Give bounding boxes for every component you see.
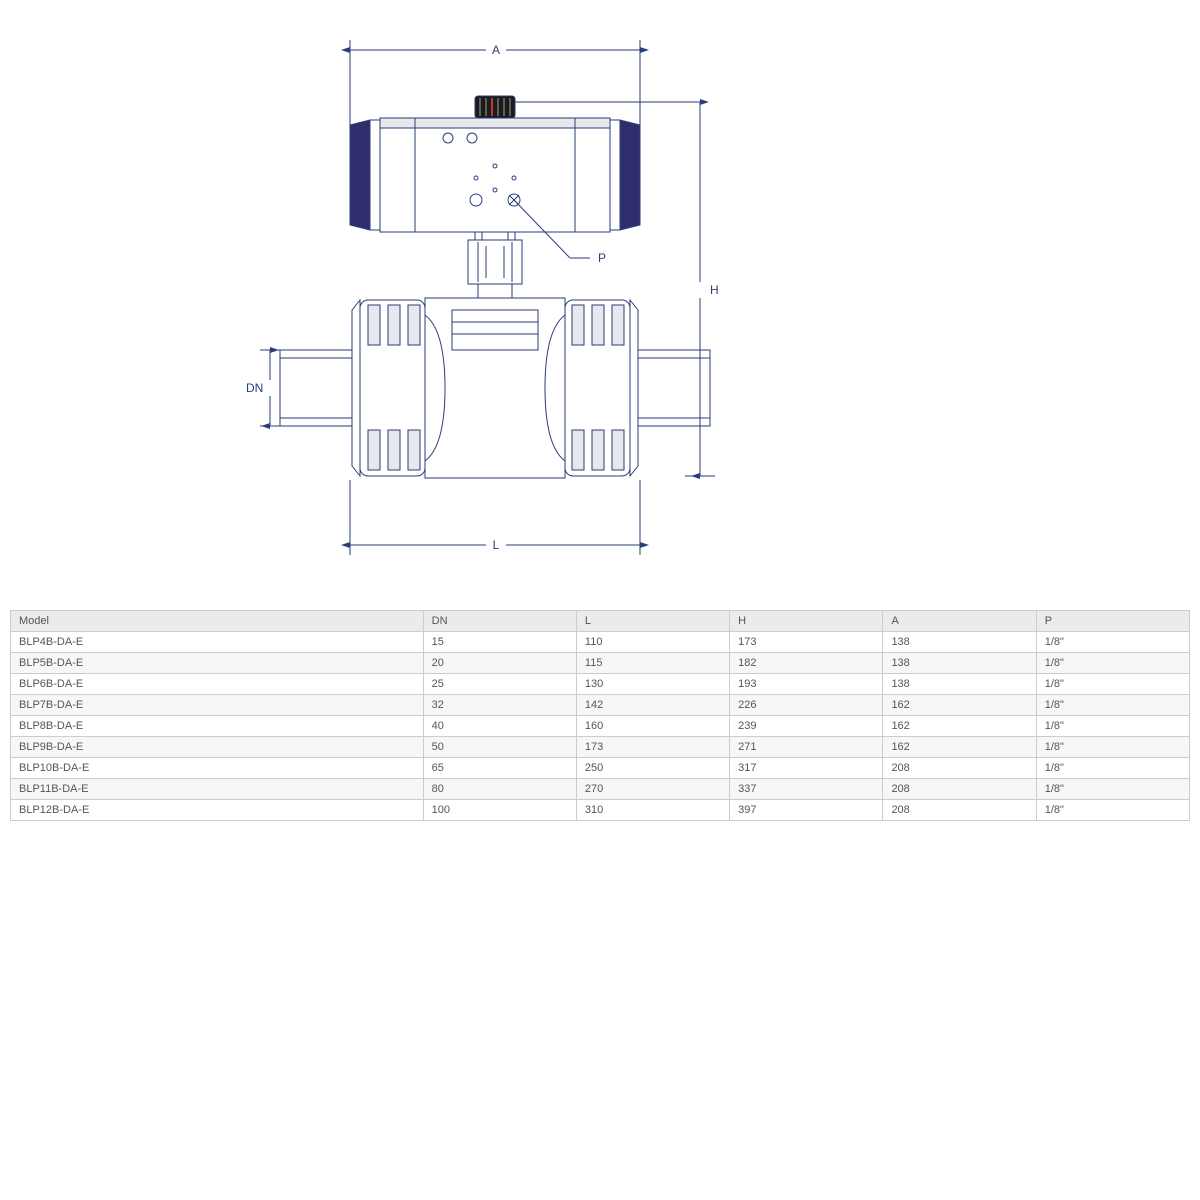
table-cell: 1/8" — [1036, 758, 1189, 779]
technical-diagram: A — [10, 10, 1190, 590]
table-cell: BLP11B-DA-E — [11, 779, 424, 800]
table-cell: 20 — [423, 653, 576, 674]
table-cell: 173 — [730, 632, 883, 653]
table-cell: 250 — [576, 758, 729, 779]
table-cell: 208 — [883, 779, 1036, 800]
col-dn: DN — [423, 611, 576, 632]
table-cell: BLP5B-DA-E — [11, 653, 424, 674]
table-cell: 138 — [883, 653, 1036, 674]
table-cell: 162 — [883, 737, 1036, 758]
table-cell: 32 — [423, 695, 576, 716]
label-A: A — [492, 43, 500, 57]
label-P: P — [598, 251, 606, 265]
table-cell: 80 — [423, 779, 576, 800]
table-cell: 173 — [576, 737, 729, 758]
table-cell: BLP4B-DA-E — [11, 632, 424, 653]
table-cell: 317 — [730, 758, 883, 779]
table-row: BLP4B-DA-E151101731381/8" — [11, 632, 1190, 653]
table-cell: 1/8" — [1036, 632, 1189, 653]
table-cell: 162 — [883, 695, 1036, 716]
table-header-row: Model DN L H A P — [11, 611, 1190, 632]
table-cell: 160 — [576, 716, 729, 737]
table-cell: 1/8" — [1036, 674, 1189, 695]
table-row: BLP6B-DA-E251301931381/8" — [11, 674, 1190, 695]
table-cell: 193 — [730, 674, 883, 695]
table-cell: 1/8" — [1036, 737, 1189, 758]
table-cell: 100 — [423, 800, 576, 821]
table-cell: 25 — [423, 674, 576, 695]
label-H: H — [710, 283, 719, 297]
dimension-L: L — [350, 480, 640, 555]
stem — [468, 232, 522, 298]
table-cell: 138 — [883, 632, 1036, 653]
col-h: H — [730, 611, 883, 632]
table-cell: 110 — [576, 632, 729, 653]
table-cell: 138 — [883, 674, 1036, 695]
table-cell: 130 — [576, 674, 729, 695]
table-cell: 208 — [883, 758, 1036, 779]
table-cell: 208 — [883, 800, 1036, 821]
table-cell: 15 — [423, 632, 576, 653]
table-cell: 40 — [423, 716, 576, 737]
table-row: BLP5B-DA-E201151821381/8" — [11, 653, 1190, 674]
table-cell: BLP7B-DA-E — [11, 695, 424, 716]
table-cell: 271 — [730, 737, 883, 758]
table-cell: 239 — [730, 716, 883, 737]
table-cell: 226 — [730, 695, 883, 716]
table-cell: BLP10B-DA-E — [11, 758, 424, 779]
table-cell: 65 — [423, 758, 576, 779]
table-cell: BLP9B-DA-E — [11, 737, 424, 758]
table-cell: BLP8B-DA-E — [11, 716, 424, 737]
table-cell: 142 — [576, 695, 729, 716]
table-cell: 1/8" — [1036, 779, 1189, 800]
table-row: BLP7B-DA-E321422261621/8" — [11, 695, 1190, 716]
specifications-table: Model DN L H A P BLP4B-DA-E151101731381/… — [10, 610, 1190, 821]
table-cell: 310 — [576, 800, 729, 821]
table-cell: 115 — [576, 653, 729, 674]
table-cell: 1/8" — [1036, 653, 1189, 674]
table-row: BLP9B-DA-E501732711621/8" — [11, 737, 1190, 758]
dimension-DN: DN — [246, 350, 280, 426]
label-L: L — [493, 538, 500, 552]
table-cell: 270 — [576, 779, 729, 800]
table-cell: 1/8" — [1036, 716, 1189, 737]
valve-body — [280, 298, 710, 478]
table-cell: 397 — [730, 800, 883, 821]
table-cell: 1/8" — [1036, 800, 1189, 821]
table-cell: 162 — [883, 716, 1036, 737]
table-cell: 50 — [423, 737, 576, 758]
col-p: P — [1036, 611, 1189, 632]
actuator — [350, 96, 640, 232]
label-DN: DN — [246, 381, 263, 395]
table-cell: 337 — [730, 779, 883, 800]
table-row: BLP8B-DA-E401602391621/8" — [11, 716, 1190, 737]
table-row: BLP12B-DA-E1003103972081/8" — [11, 800, 1190, 821]
col-a: A — [883, 611, 1036, 632]
table-row: BLP11B-DA-E802703372081/8" — [11, 779, 1190, 800]
table-cell: 182 — [730, 653, 883, 674]
table-cell: 1/8" — [1036, 695, 1189, 716]
table-cell: BLP12B-DA-E — [11, 800, 424, 821]
table-row: BLP10B-DA-E652503172081/8" — [11, 758, 1190, 779]
col-l: L — [576, 611, 729, 632]
table-cell: BLP6B-DA-E — [11, 674, 424, 695]
col-model: Model — [11, 611, 424, 632]
